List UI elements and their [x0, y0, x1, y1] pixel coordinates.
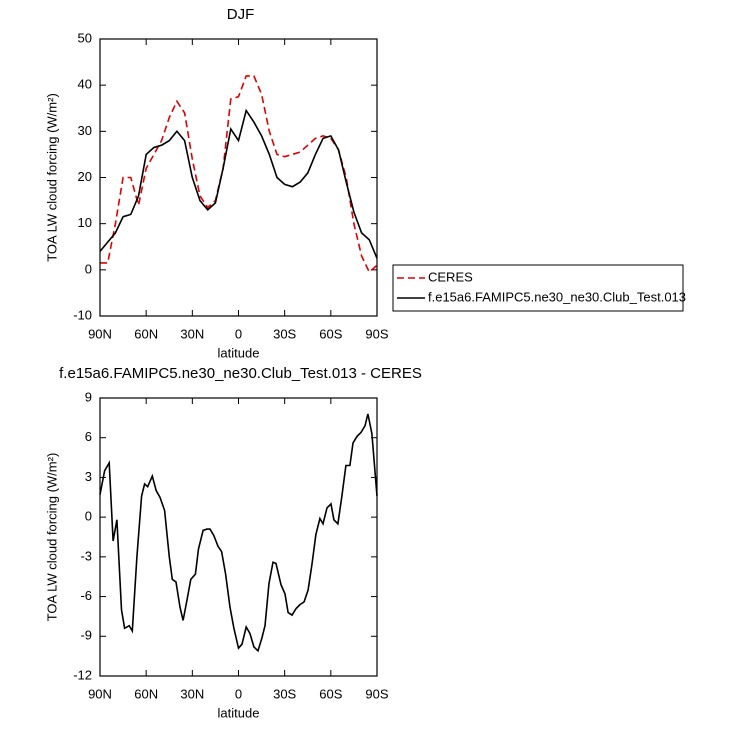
x-tick-label: 60S: [319, 326, 342, 341]
y-tick-label: 30: [78, 123, 92, 138]
x-tick-label: 60N: [134, 686, 158, 701]
y-tick-label: -12: [73, 667, 92, 682]
x-tick-label: 90S: [365, 326, 388, 341]
x-tick-label: 90S: [365, 686, 388, 701]
y-tick-label: 0: [85, 261, 92, 276]
y-tick-label: 3: [85, 469, 92, 484]
y-tick-label: 0: [85, 509, 92, 524]
legend-box: [392, 264, 684, 312]
chart-title: f.e15a6.FAMIPC5.ne30_ne30.Club_Test.013 …: [59, 365, 422, 382]
data-line: [100, 75, 378, 274]
y-tick-label: -6: [80, 588, 92, 603]
x-tick-label: 60S: [319, 686, 342, 701]
x-tick-label: 30S: [273, 686, 296, 701]
x-tick-label: 30N: [180, 326, 204, 341]
y-tick-label: 50: [78, 30, 92, 45]
y-tick-label: 6: [85, 429, 92, 444]
y-tick-label: 9: [85, 389, 92, 404]
y-tick-label: 40: [78, 77, 92, 92]
plot-frame: [99, 38, 378, 317]
y-axis-label: TOA LW cloud forcing (W/m²): [44, 93, 59, 262]
x-tick-label: 90N: [88, 686, 112, 701]
legend-label: CERES: [428, 269, 473, 284]
y-tick-label: 20: [78, 169, 92, 184]
y-tick-label: -3: [80, 548, 92, 563]
y-axis-label: TOA LW cloud forcing (W/m²): [44, 453, 59, 622]
x-tick-label: 0: [235, 686, 242, 701]
x-axis-label: latitude: [218, 345, 260, 360]
y-tick-label: -10: [73, 307, 92, 322]
data-line: [99, 108, 378, 259]
plot-frame: [99, 397, 378, 677]
x-tick-label: 0: [235, 326, 242, 341]
y-tick-label: -9: [80, 628, 92, 643]
x-tick-label: 30S: [273, 326, 296, 341]
x-tick-label: 90N: [88, 326, 112, 341]
x-tick-label: 30N: [180, 686, 204, 701]
data-line: [99, 413, 378, 653]
chart-title: DJF: [227, 6, 255, 23]
x-axis-label: latitude: [218, 705, 260, 720]
y-tick-label: 10: [78, 215, 92, 230]
legend-label: f.e15a6.FAMIPC5.ne30_ne30.Club_Test.013: [428, 289, 686, 304]
x-tick-label: 60N: [134, 326, 158, 341]
